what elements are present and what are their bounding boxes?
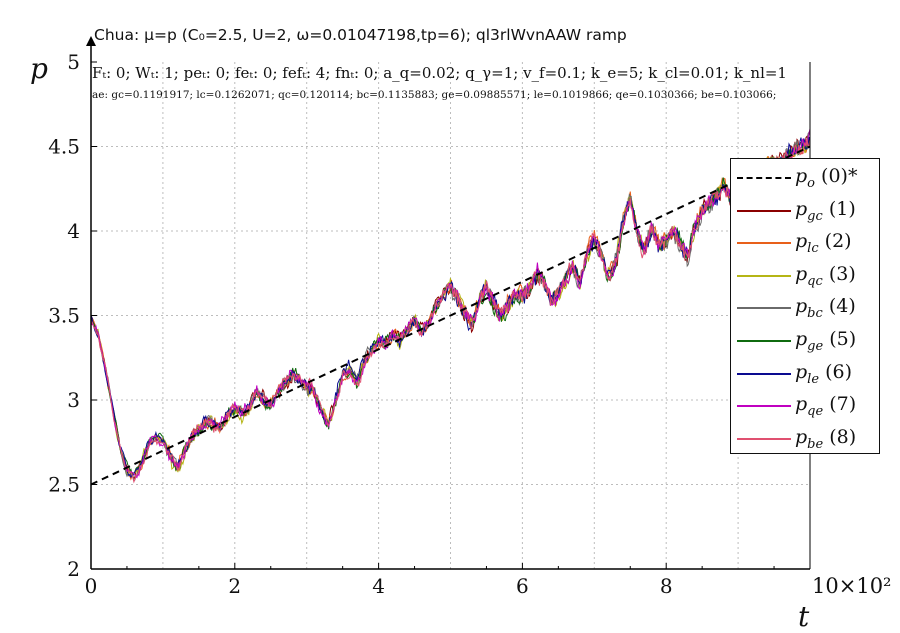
legend-item: pgc (1) xyxy=(731,196,881,229)
x-axis-label: t xyxy=(798,600,810,633)
y-axis-arrowhead xyxy=(86,36,96,46)
legend-label: po (0)* xyxy=(795,165,857,191)
y-tick-label: 5 xyxy=(67,50,80,74)
x-axis-multiplier: 10×10² xyxy=(812,574,891,598)
x-multiplier-ten: 10 xyxy=(812,574,839,598)
legend-item: plc (2) xyxy=(731,228,881,261)
y-tick-label: 3 xyxy=(67,388,80,412)
reference-line xyxy=(90,145,811,486)
legend-symbol: p xyxy=(795,230,808,253)
legend-number: (5) xyxy=(823,328,857,350)
legend-number: (7) xyxy=(823,393,857,416)
legend-label: pbc (4) xyxy=(795,295,856,321)
legend-label: ple (6) xyxy=(795,361,852,387)
legend-number: (4) xyxy=(822,295,856,318)
legend-swatch xyxy=(737,307,791,310)
legend-label: pbe (8) xyxy=(795,426,856,452)
legend-subscript: o xyxy=(807,175,815,191)
legend-swatch xyxy=(737,274,791,277)
legend-subscript: be xyxy=(807,436,824,452)
legend-swatch xyxy=(737,372,791,375)
tick-labels: 0 2 4 6 822.533.544.55 xyxy=(48,50,672,598)
legend-subscript: bc xyxy=(807,306,823,322)
legend-subscript: qe xyxy=(807,403,824,419)
legend-symbol: p xyxy=(795,425,808,448)
legend-number: (6) xyxy=(819,360,852,383)
legend-symbol: p xyxy=(795,197,808,220)
legend-symbol: p xyxy=(795,295,808,318)
legend-item: pqc (3) xyxy=(731,261,881,294)
legend-symbol: p xyxy=(795,328,808,350)
legend-item: po (0)* xyxy=(731,163,881,196)
legend-subscript: qc xyxy=(807,273,823,289)
legend-label: plc (2) xyxy=(795,230,852,256)
legend-number: (3) xyxy=(822,262,856,285)
legend-subscript: lc xyxy=(807,240,819,256)
legend-item: pbe (8) xyxy=(731,424,881,457)
y-tick-label: 4.5 xyxy=(48,135,80,159)
chart-title: Chua: μ=p (C₀=2.5, U=2, ω=0.01047198,tp=… xyxy=(94,26,627,44)
legend-number: (8) xyxy=(823,425,857,448)
legend-swatch xyxy=(737,242,791,245)
x-tick-label: 8 xyxy=(660,574,673,598)
legend-item: pbc (4) xyxy=(731,293,881,326)
legend-label: pqc (3) xyxy=(795,263,856,289)
series-line-3 xyxy=(90,138,811,476)
legend-subscript: ge xyxy=(807,338,824,354)
legend-symbol: p xyxy=(795,262,808,285)
legend-subscript: gc xyxy=(807,208,823,224)
legend-item: ple (6) xyxy=(731,359,881,392)
x-tick-label: 6 xyxy=(516,574,529,598)
legend-number: (0)* xyxy=(815,165,858,187)
legend-label: pge (5) xyxy=(795,328,856,354)
legend-swatch xyxy=(737,405,791,408)
legend-symbol: p xyxy=(795,393,808,416)
legend-label: pqe (7) xyxy=(795,393,856,419)
legend-item: pqe (7) xyxy=(731,391,881,424)
axes xyxy=(86,36,811,570)
y-tick-label: 2.5 xyxy=(48,473,80,497)
legend-symbol: p xyxy=(795,360,808,383)
legend-swatch xyxy=(737,177,791,179)
legend-symbol: p xyxy=(795,165,808,187)
x-tick-label: 4 xyxy=(372,574,385,598)
y-axis-label: p xyxy=(30,52,48,85)
legend-subscript: le xyxy=(807,371,820,387)
y-tick-label: 4 xyxy=(67,219,80,243)
legend-swatch xyxy=(737,437,791,440)
series-curves xyxy=(90,128,811,486)
y-tick-label: 3.5 xyxy=(48,304,80,328)
x-tick-label: 2 xyxy=(228,574,241,598)
legend-item: pge (5) xyxy=(731,326,881,359)
series-line-8 xyxy=(90,139,811,484)
legend-number: (1) xyxy=(822,197,856,220)
legend: po (0)* pgc (1) plc (2) pqc (3) pbc (4) pge (… xyxy=(730,158,880,454)
error-summary-line: ae: gc=0.1191917; lc=0.1262071; qc=0.120… xyxy=(92,89,777,101)
x-tick-label: 0 xyxy=(85,574,98,598)
legend-swatch xyxy=(737,209,791,212)
y-tick-label: 2 xyxy=(67,557,80,581)
legend-label: pgc (1) xyxy=(795,198,856,224)
legend-swatch xyxy=(737,340,791,342)
parameter-line: Fₜ: 0; Wₜ: 1; peₜ: 0; feₜ: 0; fefₜ: 4; f… xyxy=(92,64,787,82)
x-multiplier-power: ×10² xyxy=(838,574,892,598)
legend-number: (2) xyxy=(818,230,852,253)
